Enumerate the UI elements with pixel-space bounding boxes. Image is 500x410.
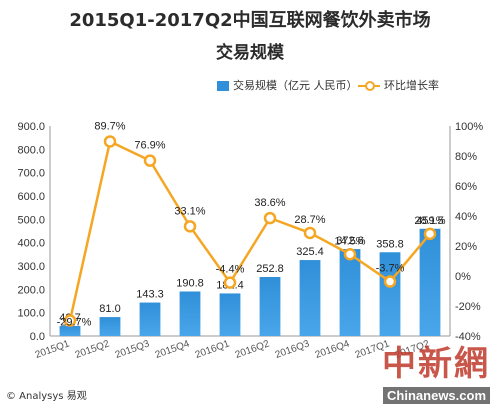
- bar: [419, 228, 441, 336]
- growth-data-label: 33.1%: [174, 205, 205, 217]
- legend-item-bar: 交易规模（亿元 人民币）: [217, 77, 358, 93]
- x-tick-label: 2016Q2: [234, 338, 272, 361]
- bar: [99, 317, 121, 336]
- growth-line: [68, 139, 431, 321]
- watermark-site: Chinanews.com: [383, 387, 490, 404]
- bar-data-label: 143.3: [136, 289, 164, 301]
- growth-data-label: -4.4%: [216, 264, 245, 276]
- y-tick-label-left: 900.0: [17, 121, 45, 133]
- growth-point: [103, 135, 117, 148]
- growth-point: [303, 226, 317, 240]
- bar: [339, 249, 361, 336]
- bar: [219, 293, 241, 336]
- watermark-logo: 中新網: [382, 344, 490, 384]
- growth-point: [263, 211, 277, 225]
- x-tick-label: 2015Q3: [114, 338, 152, 361]
- x-tick-label: 2016Q1: [194, 338, 232, 361]
- watermark: 中新網 Chinanews.com: [382, 336, 490, 404]
- growth-point: [343, 248, 357, 261]
- bar: [139, 302, 161, 336]
- y-tick-label-left: 100.0: [17, 308, 45, 320]
- growth-point: [223, 276, 237, 289]
- y-tick-label-left: 400.0: [17, 238, 45, 250]
- growth-point: [63, 314, 77, 327]
- y-tick-label-right: -40%: [455, 331, 481, 343]
- y-tick-label-left: 200.0: [17, 284, 45, 296]
- y-tick-label-left: 0.0: [30, 331, 45, 343]
- bar-data-label: 252.8: [256, 263, 284, 275]
- growth-point: [383, 275, 397, 288]
- growth-data-label: 76.9%: [134, 140, 165, 152]
- bar: [379, 252, 401, 336]
- y-tick-label-right: 60%: [455, 181, 477, 193]
- legend-bar-label: 交易规模（亿元 人民币）: [233, 79, 358, 92]
- bar: [59, 326, 81, 336]
- bar-data-label: 358.8: [376, 238, 404, 250]
- growth-data-label: 89.7%: [94, 120, 125, 132]
- growth-data-label: 38.6%: [254, 197, 285, 209]
- y-tick-label-right: 0%: [455, 271, 471, 283]
- y-tick-label-left: 700.0: [17, 168, 45, 180]
- y-tick-label-left: 500.0: [17, 214, 45, 226]
- y-tick-label-right: 100%: [455, 121, 483, 133]
- bar-data-label: 459.5: [416, 215, 444, 227]
- chart-title-line1: 2015Q1-2017Q2中国互联网餐饮外卖市场: [69, 10, 431, 31]
- growth-point: [143, 154, 157, 167]
- legend-item-line: 环比增长率: [358, 77, 439, 93]
- bar-data-label: 190.8: [176, 277, 204, 289]
- x-tick-label: 2016Q3: [274, 338, 312, 361]
- growth-point: [423, 227, 437, 241]
- bar-data-label: 81.0: [99, 303, 120, 315]
- legend: 交易规模（亿元 人民币） 环比增长率: [0, 74, 500, 94]
- x-tick-label: 2016Q4: [314, 338, 352, 361]
- footer-source: © Analysys 易观: [6, 391, 87, 402]
- growth-data-label: 28.1%: [414, 215, 445, 227]
- x-tick-label: 2015Q4: [154, 338, 192, 361]
- y-tick-label-right: -20%: [455, 301, 481, 313]
- y-tick-label-left: 800.0: [17, 144, 45, 156]
- growth-data-label: 28.7%: [294, 214, 325, 226]
- bar: [259, 277, 281, 336]
- growth-data-label: -3.7%: [376, 263, 405, 275]
- y-tick-label-right: 20%: [455, 241, 477, 253]
- legend-line-label: 环比增长率: [384, 79, 439, 92]
- growth-data-label: 14.5%: [334, 235, 365, 247]
- growth-data-label: -29.7%: [57, 317, 92, 329]
- bar-data-label: 372.6: [336, 235, 364, 247]
- x-tick-label: 2015Q2: [74, 338, 112, 361]
- bar-data-label: 325.4: [296, 246, 324, 258]
- line-marker-icon: [358, 81, 380, 91]
- chart-title-line2: 交易规模: [216, 43, 284, 63]
- y-tick-label-right: 40%: [455, 211, 477, 223]
- bar: [299, 260, 321, 336]
- bar-swatch-icon: [217, 81, 229, 91]
- y-tick-label-right: 80%: [455, 151, 477, 163]
- growth-point: [183, 220, 197, 233]
- y-tick-label-left: 300.0: [17, 261, 45, 273]
- bar: [179, 291, 201, 336]
- y-tick-label-left: 600.0: [17, 191, 45, 203]
